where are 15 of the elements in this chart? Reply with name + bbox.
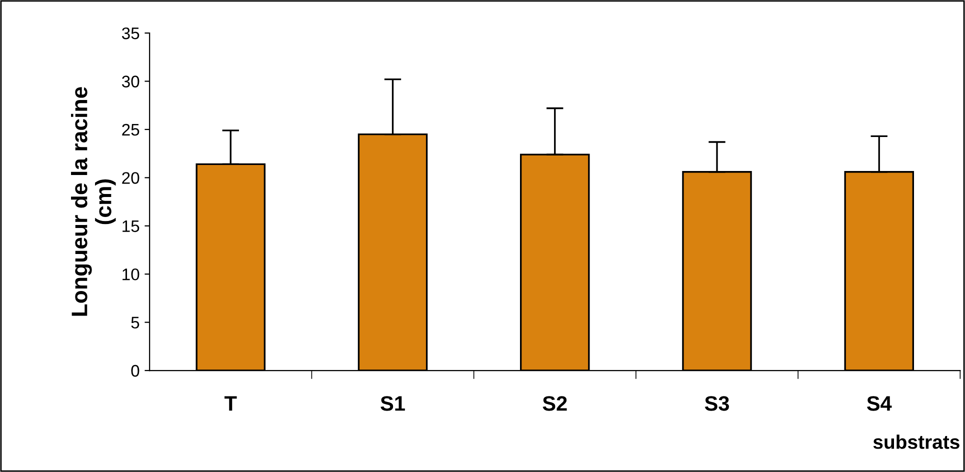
y-axis-title: Longueur de la racine (cm) [71,87,116,316]
x-axis-title: substrats [873,434,960,449]
x-tick-label: S3 [704,396,729,411]
x-tick-label: T [224,396,237,411]
x-tick-label: S1 [380,396,405,411]
y-tick-label: 35 [122,27,140,40]
y-tick-label: 25 [122,124,140,136]
x-tick-label: S2 [542,396,567,411]
y-tick-label: 10 [122,268,140,280]
y-tick-label: 5 [131,316,140,329]
y-tick-label: 15 [122,220,140,232]
y-tick-label: 30 [122,76,140,88]
x-tick-label: S4 [866,396,892,411]
y-tick-label: 20 [122,172,140,184]
y-tick-label: 0 [131,364,140,377]
